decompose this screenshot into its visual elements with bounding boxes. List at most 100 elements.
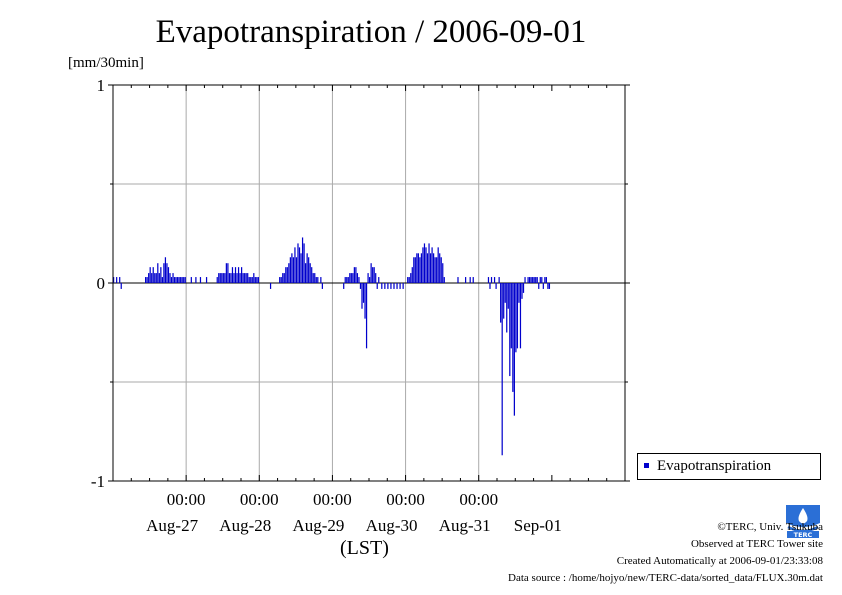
x-tick-label: 00:00 [240,490,279,509]
bar [113,277,115,283]
bar [256,277,258,283]
bar [248,277,250,283]
bar [501,283,503,456]
bar [527,277,529,283]
bar [250,277,252,283]
bar [530,277,532,283]
bar [370,263,372,283]
bar [305,263,307,283]
bar [539,277,541,283]
bar [362,283,365,303]
bar [177,277,179,283]
bar [490,277,493,283]
bar [155,273,157,283]
bar [245,273,247,283]
x-tick-label: 00:00 [459,490,498,509]
bar [247,273,249,283]
bar [234,267,237,283]
bar [408,277,410,283]
bar [145,277,147,283]
bar [151,273,153,283]
bar [311,267,313,283]
bar [221,273,223,283]
bar [504,283,506,303]
legend-swatch [644,462,649,468]
y-tick-label: 1 [97,76,106,95]
bar [173,277,176,283]
bar [315,277,317,283]
bar [180,277,182,283]
bar [161,277,163,283]
bar [402,283,404,289]
bar [241,267,243,283]
bar [500,283,502,323]
bar [297,243,299,283]
bar [224,273,226,283]
bar [225,263,227,283]
bar [183,277,185,283]
bar [355,267,357,283]
terc-logo-icon: TERC [784,501,822,539]
bar [410,273,412,283]
bar [346,277,348,283]
bar [269,283,272,289]
bar [393,283,395,289]
bar [308,257,310,283]
credit-source: Data source : /home/hojyo/new/TERC-data/… [508,572,823,584]
bar [411,267,413,283]
bar [216,277,218,283]
bar [205,277,208,283]
bar [420,253,423,283]
bar [372,267,374,283]
bar [442,263,444,283]
bar [472,277,474,283]
bar [236,273,238,283]
bar [119,277,121,283]
bar [387,283,389,289]
bar [219,273,221,283]
credit-created: Created Automatically at 2006-09-01/23:3… [616,555,823,567]
bar [544,277,546,283]
bar [349,273,351,283]
y-tick-label: 0 [97,274,106,293]
bar [376,283,378,289]
bar [163,263,165,283]
bar [545,277,547,283]
bar [413,257,415,283]
bar [381,283,383,289]
bar [237,267,240,283]
bar [347,277,349,283]
bar [321,283,323,289]
bar [230,273,232,283]
bar [533,277,535,283]
bar [425,247,427,283]
x-day-label: Aug-27 [146,516,198,535]
bar [535,277,537,283]
bar [184,277,186,283]
bar [222,273,224,283]
bar [158,273,160,283]
bar [166,263,168,283]
bar [431,247,433,283]
bar [120,283,122,289]
bar [154,273,156,283]
bar [437,247,439,283]
bar [295,257,298,283]
bar [199,277,202,283]
bar [443,277,445,283]
bar [465,277,467,283]
bar [291,253,293,283]
legend-label: Evapotranspiration [657,458,772,474]
bar [292,257,295,283]
bar [369,277,371,283]
bar [283,273,285,283]
bar [358,277,360,283]
bar [320,277,322,283]
bar [298,247,301,283]
x-tick-label: 00:00 [313,490,352,509]
bar [361,283,363,309]
bar [417,253,419,283]
bar [152,267,154,283]
bar [457,277,459,283]
bar [314,273,316,283]
